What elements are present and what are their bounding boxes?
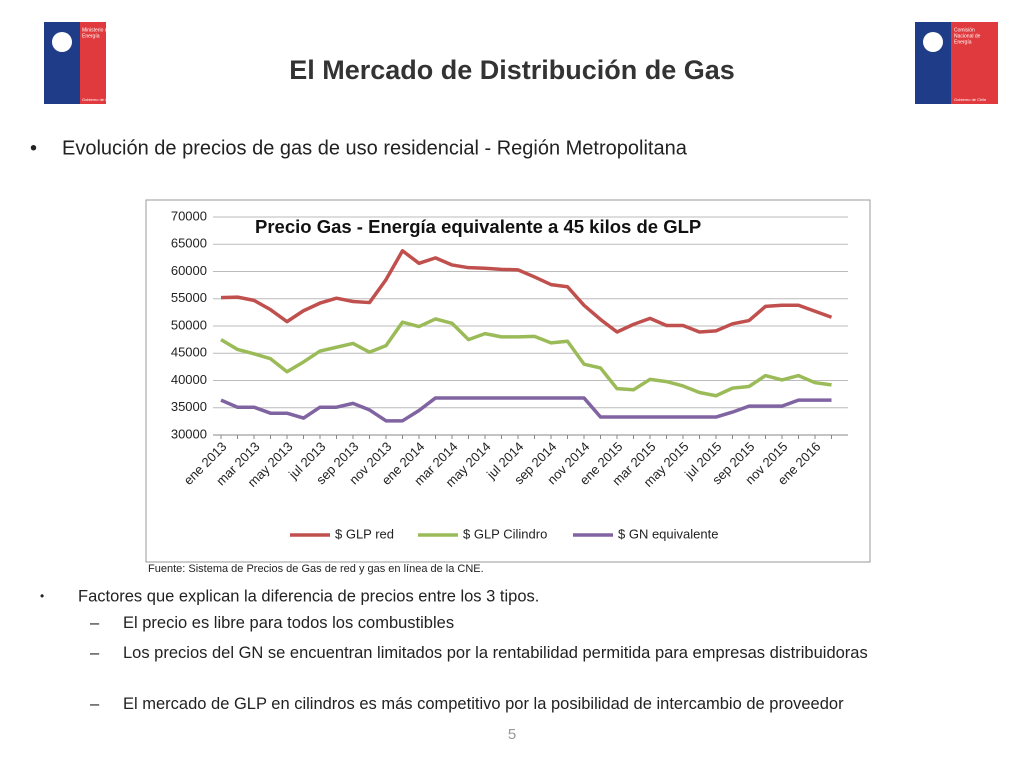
logo-shield bbox=[923, 32, 943, 52]
factor-item: – El mercado de GLP en cilindros es más c… bbox=[90, 694, 993, 715]
y-tick-label: 50000 bbox=[171, 317, 207, 332]
factor-text: El mercado de GLP en cilindros es más co… bbox=[123, 695, 844, 713]
logo-text: Comisión bbox=[954, 27, 975, 33]
dash: – bbox=[90, 644, 100, 662]
y-tick-label: 70000 bbox=[171, 208, 207, 223]
logo-shield bbox=[52, 32, 72, 52]
y-tick-label: 60000 bbox=[171, 263, 207, 278]
logo-text: Nacional de bbox=[954, 33, 981, 39]
y-tick-label: 55000 bbox=[171, 290, 207, 305]
series-line bbox=[220, 317, 832, 398]
dash: – bbox=[90, 614, 100, 632]
logo-text: Energía bbox=[82, 33, 100, 39]
bullet-text: Evolución de precios de gas de uso resid… bbox=[62, 137, 688, 159]
y-tick-label: 30000 bbox=[171, 426, 207, 441]
page-number: 5 bbox=[508, 726, 516, 743]
bullet-marker: • bbox=[40, 589, 44, 603]
legend-label: $ GN equivalente bbox=[618, 526, 718, 541]
legend-label: $ GLP red bbox=[335, 526, 394, 541]
dash: – bbox=[90, 695, 100, 713]
logo-footer: Gobierno de Chile bbox=[82, 97, 115, 102]
logo-red bbox=[951, 22, 998, 104]
legend-label: $ GLP Cilindro bbox=[463, 526, 547, 541]
factor-item: – Los precios del GN se encuentran limita… bbox=[90, 643, 993, 664]
logo-red bbox=[80, 22, 106, 104]
y-tick-label: 35000 bbox=[171, 399, 207, 414]
source: Fuente: Sistema de Precios de Gas de red… bbox=[148, 563, 484, 575]
logo-footer: Gobierno de Chile bbox=[954, 97, 987, 102]
logo-left: Ministerio de Energía Gobierno de Chile bbox=[44, 22, 115, 104]
factor-item: – El precio es libre para todos los combu… bbox=[90, 613, 993, 634]
logo-text: Energía bbox=[954, 39, 972, 45]
y-tick-label: 40000 bbox=[171, 372, 207, 387]
series-line bbox=[220, 249, 833, 334]
chart-title: Precio Gas - Energía equivalente a 45 ki… bbox=[255, 216, 701, 237]
logo-right: Comisión Nacional de Energía Gobierno de… bbox=[915, 22, 998, 104]
slide-title: El Mercado de Distribución de Gas bbox=[289, 55, 735, 85]
bullet-marker: • bbox=[30, 137, 37, 159]
factor-text: Los precios del GN se encuentran limitad… bbox=[123, 644, 868, 662]
series-line bbox=[220, 396, 832, 423]
y-tick-label: 65000 bbox=[171, 236, 207, 251]
y-tick-label: 45000 bbox=[171, 345, 207, 360]
factor-text: El precio es libre para todos los combus… bbox=[123, 614, 455, 632]
factors-text: Factores que explican la diferencia de p… bbox=[78, 587, 539, 605]
logo-text: Ministerio de bbox=[82, 27, 111, 33]
